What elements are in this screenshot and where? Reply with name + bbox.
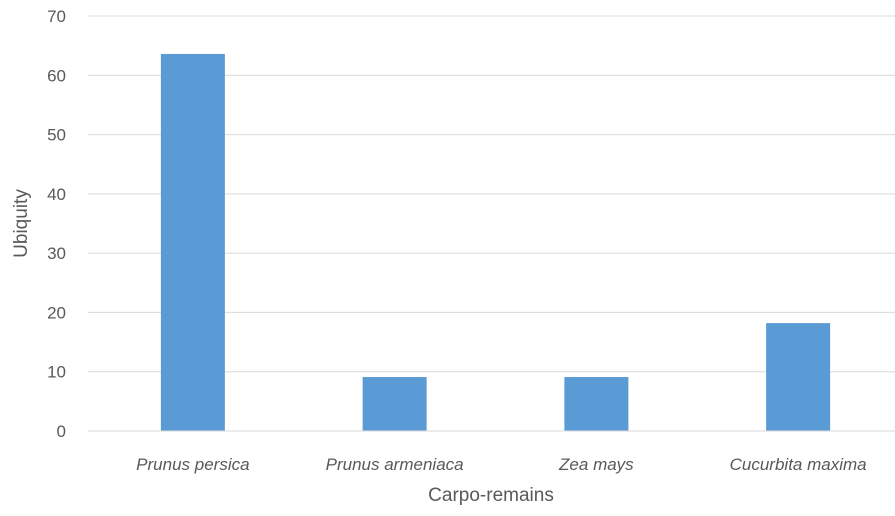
x-category-label: Cucurbita maxima (730, 455, 867, 474)
y-tick-label: 40 (47, 185, 66, 204)
y-tick-label: 0 (57, 422, 66, 441)
bar (564, 377, 629, 431)
x-category-label: Prunus armeniaca (326, 455, 464, 474)
y-tick-label: 30 (47, 244, 66, 263)
y-tick-label: 50 (47, 126, 66, 145)
y-axis-title: Ubiquity (11, 189, 32, 258)
y-tick-label: 60 (47, 66, 66, 85)
y-axis-tick-labels: 0 10 20 30 40 50 60 70 (47, 7, 66, 441)
x-axis-title: Carpo-remains (428, 485, 554, 506)
x-axis-category-labels: Prunus persica Prunus armeniaca Zea mays Cu… (136, 455, 866, 474)
x-category-label: Zea mays (558, 455, 634, 474)
x-category-label: Prunus persica (136, 455, 249, 474)
y-tick-label: 10 (47, 363, 66, 382)
bars (160, 53, 831, 431)
bar (160, 53, 225, 431)
bar (766, 323, 831, 431)
y-tick-label: 70 (47, 7, 66, 26)
y-tick-label: 20 (47, 303, 66, 322)
bar (362, 377, 427, 431)
